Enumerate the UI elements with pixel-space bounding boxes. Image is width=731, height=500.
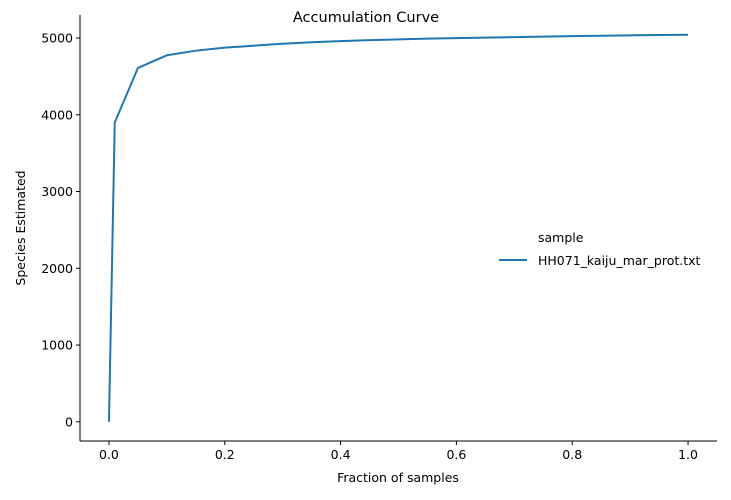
series-line xyxy=(107,33,689,422)
y-tick-label: 2000 xyxy=(41,261,73,276)
x-tick-label: 0.4 xyxy=(331,447,351,462)
series-layer xyxy=(107,33,689,422)
x-tick-label: 0.0 xyxy=(99,447,119,462)
x-tick-label: 0.6 xyxy=(446,447,466,462)
x-ticks: 0.0 0.2 0.4 0.6 0.8 1.0 xyxy=(99,441,698,462)
x-tick-label: 0.8 xyxy=(562,447,582,462)
y-ticks: 0 1000 2000 3000 4000 5000 xyxy=(41,31,80,429)
legend-entry-label: HH071_kaiju_mar_prot.txt xyxy=(538,253,701,268)
y-tick-label: 1000 xyxy=(41,338,73,353)
legend-title: sample xyxy=(538,230,584,245)
x-tick-label: 0.2 xyxy=(215,447,235,462)
y-tick-label: 5000 xyxy=(41,31,73,46)
y-tick-label: 4000 xyxy=(41,107,73,122)
chart-title: Accumulation Curve xyxy=(293,10,439,26)
x-tick-label: 1.0 xyxy=(678,447,698,462)
legend: sample HH071_kaiju_mar_prot.txt xyxy=(499,230,701,268)
x-axis-label: Fraction of samples xyxy=(337,470,459,485)
y-axis-label: Species Estimated xyxy=(13,170,28,285)
y-tick-label: 0 xyxy=(65,414,73,429)
y-tick-label: 3000 xyxy=(41,184,73,199)
